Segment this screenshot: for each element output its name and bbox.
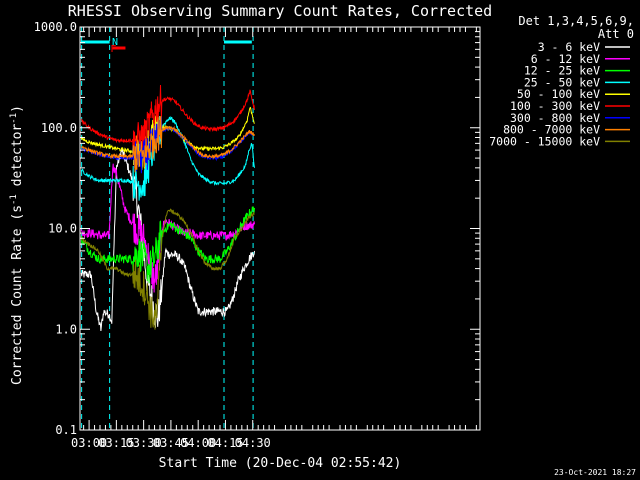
series-line <box>80 206 255 284</box>
y-tick-label: 10.0 <box>48 222 77 236</box>
legend-label: 6 - 12 keV <box>531 52 600 66</box>
x-tick-label: 04:30 <box>235 436 271 450</box>
chart-title: RHESSI Observing Summary Count Rates, Co… <box>68 2 492 20</box>
x-tick-label: 03:30 <box>126 436 162 450</box>
night-bar-label: N <box>112 37 118 48</box>
plot-area: NF <box>80 27 255 430</box>
y-tick-label: 1000.0 <box>34 20 77 34</box>
legend-label: 50 - 100 keV <box>517 87 600 101</box>
legend-label: 100 - 300 keV <box>510 99 600 113</box>
y-tick-label: 1.0 <box>55 322 77 336</box>
series-line <box>81 116 255 173</box>
footer-date: 23-Oct-2021 18:27 <box>554 468 636 477</box>
series-line <box>80 148 255 332</box>
x-tick-label: 04:00 <box>180 436 216 450</box>
series-line <box>80 208 255 330</box>
x-tick-label: 03:45 <box>153 436 189 450</box>
legend-label: 300 - 800 keV <box>510 111 600 125</box>
x-axis-label: Start Time (20-Dec-04 02:55:42) <box>159 456 402 471</box>
x-tick-label: 03:00 <box>71 436 107 450</box>
legend-label: 7000 - 15000 keV <box>489 134 600 148</box>
x-tick-label: 04:15 <box>207 436 243 450</box>
y-axis-label: Corrected Count Rate (s-1 detector-1) <box>9 105 25 385</box>
detectors-line-2: Att 0 <box>598 27 634 41</box>
series-line <box>81 84 255 157</box>
x-tick-label: 03:15 <box>98 436 134 450</box>
detectors-line-1: Det 1,3,4,5,6,9, <box>518 14 634 28</box>
y-tick-label: 100.0 <box>41 121 77 135</box>
y-tick-label: 0.1 <box>55 423 77 437</box>
legend-label: 3 - 6 keV <box>538 40 600 54</box>
legend-label: 12 - 25 keV <box>524 64 600 78</box>
series-line <box>80 163 255 293</box>
series-line <box>80 115 255 201</box>
legend-label: 25 - 50 keV <box>524 75 600 89</box>
legend-label: 800 - 7000 keV <box>503 123 600 137</box>
flare-bar-label: F <box>110 44 116 55</box>
axes: 0.1 1.0 10.0 100.0 1000.0 03:0003:1503:3003:4… <box>34 20 481 450</box>
